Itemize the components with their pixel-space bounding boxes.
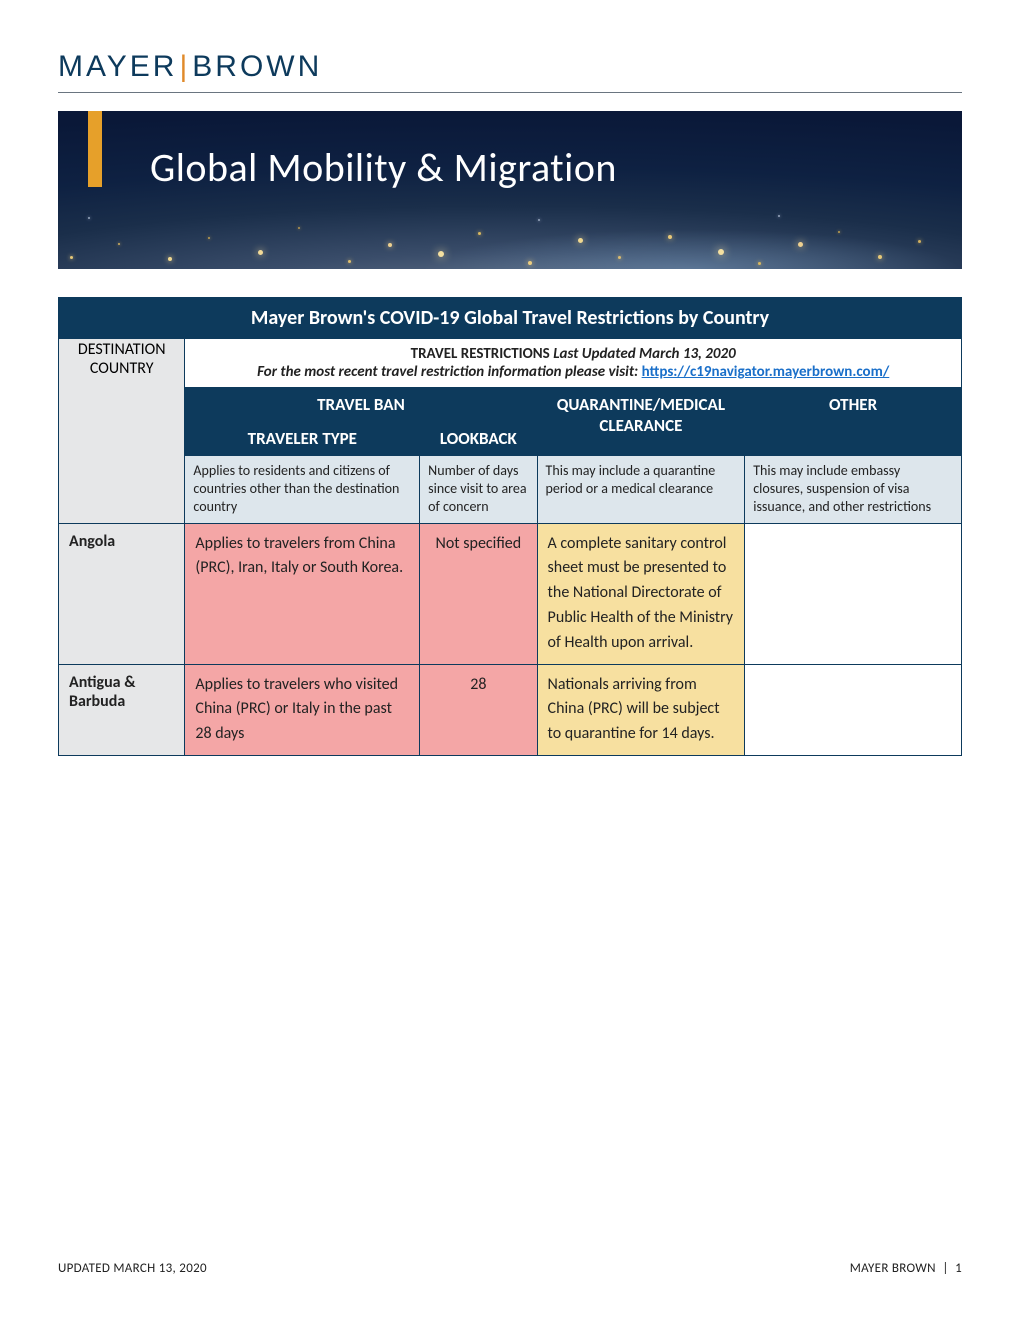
- visit-link[interactable]: https://c19navigator.mayerbrown.com/: [642, 363, 890, 381]
- desc-traveler-type: Applies to residents and citizens of cou…: [185, 456, 420, 524]
- update-cell: TRAVEL RESTRICTIONS Last Updated March 1…: [185, 339, 962, 388]
- cell-lookback: 28: [420, 664, 537, 755]
- traveler-type-header: TRAVELER TYPE: [185, 422, 420, 456]
- brand-logo: MAYER|BROWN: [58, 50, 962, 90]
- header-row-1: TRAVEL BAN QUARANTINE/MEDICAL CLEARANCE …: [59, 388, 962, 422]
- page-footer: UPDATED MARCH 13, 2020 MAYER BROWN | 1: [58, 1261, 962, 1276]
- banner-title: Global Mobility & Migration: [150, 143, 617, 192]
- table-title: Mayer Brown's COVID-19 Global Travel Res…: [59, 298, 962, 339]
- update-label: TRAVEL RESTRICTIONS: [411, 345, 550, 363]
- cell-country: Angola: [59, 523, 185, 664]
- banner-accent-bar: [88, 111, 102, 187]
- cell-quarantine: A complete sanitary control sheet must b…: [537, 523, 745, 664]
- desc-lookback: Number of days since visit to area of co…: [420, 456, 537, 524]
- desc-other: This may include embassy closures, suspe…: [745, 456, 962, 524]
- brand-divider: |: [179, 50, 190, 83]
- other-header: OTHER: [745, 388, 962, 456]
- banner-image: Global Mobility & Migration: [58, 111, 962, 269]
- description-row: Applies to residents and citizens of cou…: [59, 456, 962, 524]
- cell-other: [745, 664, 962, 755]
- lookback-header: LOOKBACK: [420, 422, 537, 456]
- destination-header-label: DESTINATION COUNTRY: [60, 340, 183, 378]
- cell-traveler-type: Applies to travelers who visited China (…: [185, 664, 420, 755]
- update-row: DESTINATION COUNTRY TRAVEL RESTRICTIONS …: [59, 339, 962, 388]
- cell-other: [745, 523, 962, 664]
- footer-updated: UPDATED MARCH 13, 2020: [58, 1261, 207, 1276]
- footer-page-number: 1: [955, 1261, 962, 1276]
- restrictions-table: Mayer Brown's COVID-19 Global Travel Res…: [58, 297, 962, 756]
- cell-country: Antigua & Barbuda: [59, 664, 185, 755]
- cell-quarantine: Nationals arriving from China (PRC) will…: [537, 664, 745, 755]
- footer-sep: |: [942, 1261, 948, 1276]
- brand-second: BROWN: [192, 50, 322, 83]
- footer-brand: MAYER BROWN: [850, 1261, 936, 1276]
- table-title-row: Mayer Brown's COVID-19 Global Travel Res…: [59, 298, 962, 339]
- divider-line: [58, 92, 962, 93]
- footer-right: MAYER BROWN | 1: [850, 1261, 962, 1276]
- update-text: Last Updated March 13, 2020: [553, 345, 736, 363]
- cell-traveler-type: Applies to travelers from China (PRC), I…: [185, 523, 420, 664]
- visit-text: For the most recent travel restriction i…: [257, 363, 638, 381]
- brand-first: MAYER: [58, 50, 177, 83]
- quarantine-header: QUARANTINE/MEDICAL CLEARANCE: [537, 388, 745, 456]
- destination-header: DESTINATION COUNTRY: [59, 339, 185, 524]
- travel-ban-header: TRAVEL BAN: [185, 388, 537, 422]
- table-row: Angola Applies to travelers from China (…: [59, 523, 962, 664]
- table-row: Antigua & Barbuda Applies to travelers w…: [59, 664, 962, 755]
- cell-lookback: Not specified: [420, 523, 537, 664]
- desc-quarantine: This may include a quarantine period or …: [537, 456, 745, 524]
